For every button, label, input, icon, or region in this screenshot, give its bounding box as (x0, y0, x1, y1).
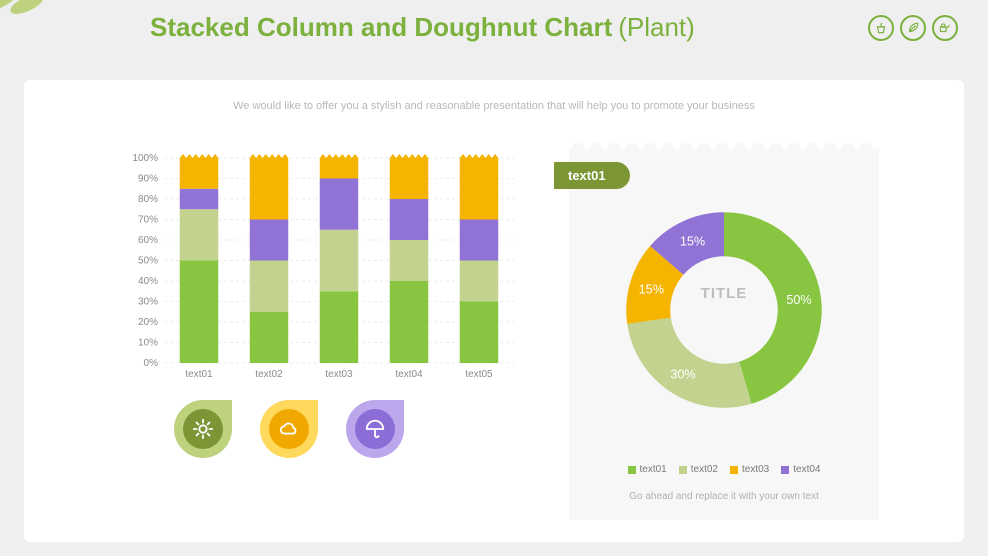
doughnut-panel: text01 50%30%15%15% TITLE text01text02te… (569, 140, 879, 520)
svg-text:60%: 60% (138, 235, 158, 246)
page-title: Stacked Column and Doughnut Chart (Plant… (150, 12, 695, 43)
svg-text:100%: 100% (132, 153, 158, 164)
bar-segment (320, 230, 359, 292)
svg-text:30%: 30% (138, 297, 158, 308)
svg-text:70%: 70% (138, 215, 158, 226)
svg-text:text01: text01 (185, 369, 213, 380)
bar-segment (180, 158, 219, 189)
doughnut-footer: Go ahead and replace it with your own te… (569, 491, 879, 502)
legend-swatch (679, 466, 687, 474)
title-main: Stacked Column and Doughnut Chart (150, 12, 612, 43)
drop-icon (174, 400, 232, 458)
legend-label: text02 (691, 464, 718, 475)
legend-label: text03 (742, 464, 769, 475)
stacked-bar-chart: 0% 10% 20% 30% 40% 50% 60% 70% 80% 90% 100% text01 t… (124, 150, 524, 385)
bar-segment (250, 312, 289, 363)
bar-segment (320, 179, 359, 230)
bar-segment (250, 220, 289, 261)
svg-text:50%: 50% (138, 256, 158, 267)
svg-text:40%: 40% (138, 276, 158, 287)
legend-item: text01 (628, 464, 667, 475)
bar-segment (180, 261, 219, 364)
svg-text:text05: text05 (465, 369, 493, 380)
leaf-icon (900, 15, 926, 41)
bar-segment (460, 158, 499, 220)
doughnut-slice-label: 15% (680, 235, 705, 249)
panel-tab: text01 (554, 162, 630, 189)
svg-text:0%: 0% (144, 358, 159, 369)
bar-segment (460, 261, 499, 302)
watering-can-icon (932, 15, 958, 41)
bar-chart-svg: 0% 10% 20% 30% 40% 50% 60% 70% 80% 90% 100% text01 t… (124, 150, 524, 385)
bar-segment (390, 281, 429, 363)
drop-icon (260, 400, 318, 458)
doughnut-slice-label: 30% (670, 367, 695, 381)
svg-text:text02: text02 (255, 369, 283, 380)
pot-icon (868, 15, 894, 41)
doughnut-legend: text01 text02 text03 text04 (569, 464, 879, 475)
bar-segment (390, 158, 429, 199)
svg-text:20%: 20% (138, 317, 158, 328)
subtitle: We would like to offer you a stylish and… (24, 100, 964, 112)
bar-segment (390, 240, 429, 281)
bar-segment (320, 158, 359, 179)
bar-segment (460, 220, 499, 261)
content-card: We would like to offer you a stylish and… (24, 80, 964, 542)
doughnut-center-text: TITLE (569, 285, 879, 302)
legend-label: text04 (793, 464, 820, 475)
scallop-edge (569, 139, 879, 149)
corner-deco (0, 0, 70, 35)
bar-segment (390, 199, 429, 240)
legend-swatch (730, 466, 738, 474)
bar-segment (180, 189, 219, 210)
cloud-icon (269, 409, 309, 449)
svg-text:text03: text03 (325, 369, 353, 380)
svg-text:10%: 10% (138, 338, 158, 349)
bar-segment (180, 209, 219, 260)
bar-segment (250, 261, 289, 312)
legend-swatch (628, 466, 636, 474)
title-sub: (Plant) (618, 12, 695, 43)
bar-segment (250, 158, 289, 220)
doughnut-chart-svg: 50%30%15%15% (609, 195, 839, 425)
doughnut-slice (627, 318, 751, 408)
header-icons (868, 15, 958, 41)
sun-icon (183, 409, 223, 449)
legend-item: text02 (679, 464, 718, 475)
header: Stacked Column and Doughnut Chart (Plant… (150, 12, 958, 43)
legend-item: text03 (730, 464, 769, 475)
icon-drops-row (174, 400, 404, 458)
drop-icon (346, 400, 404, 458)
legend-swatch (781, 466, 789, 474)
svg-text:90%: 90% (138, 174, 158, 185)
svg-text:text04: text04 (395, 369, 423, 380)
legend-item: text04 (781, 464, 820, 475)
svg-text:80%: 80% (138, 194, 158, 205)
bar-segment (460, 302, 499, 364)
bar-segment (320, 291, 359, 363)
legend-label: text01 (640, 464, 667, 475)
umbrella-icon (355, 409, 395, 449)
